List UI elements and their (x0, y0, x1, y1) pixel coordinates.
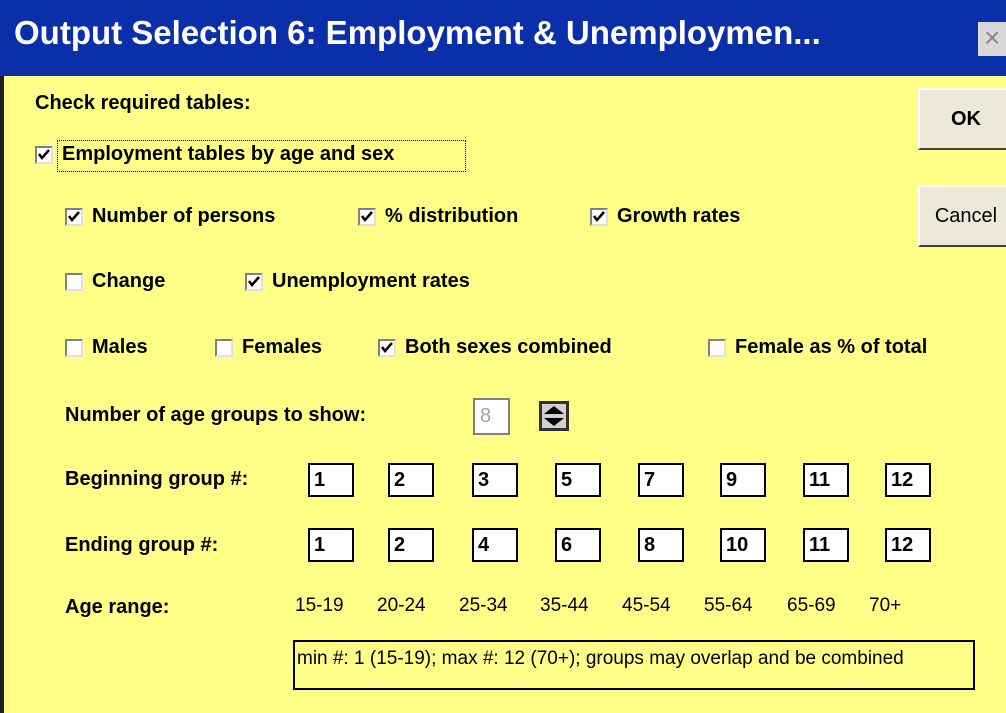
ending-input[interactable]: 10 (720, 528, 766, 562)
title: Output Selection 6: Employment & Unemplo… (14, 14, 821, 51)
check-mark (381, 342, 393, 353)
age-range: 15-19 (295, 595, 344, 616)
checkbox[interactable] (358, 208, 376, 226)
close-button[interactable]: × (978, 22, 1006, 56)
check-mark (361, 211, 373, 222)
beginning-input[interactable]: 7 (638, 463, 684, 497)
checkbox-label: Employment tables by age and sex (62, 143, 395, 165)
checkbox[interactable] (708, 339, 726, 357)
spinner[interactable] (538, 400, 570, 432)
beginning-input[interactable]: 3 (472, 463, 518, 497)
check-mark (68, 211, 80, 222)
ending-input[interactable]: 4 (472, 528, 518, 562)
checkbox-label: Female as % of total (735, 336, 928, 358)
checkbox[interactable] (35, 146, 53, 164)
focus-rect (57, 140, 466, 172)
checkbox[interactable] (215, 339, 233, 357)
ending-label: Ending group #: (65, 534, 219, 556)
checkbox-label: Change (92, 270, 166, 292)
age-range: 35-44 (540, 595, 589, 616)
beginning-input[interactable]: 1 (308, 463, 354, 497)
ending-input[interactable]: 8 (638, 528, 684, 562)
age-range: 25-34 (459, 595, 508, 616)
cancel-button[interactable]: Cancel (918, 185, 1006, 247)
check-mark (248, 276, 260, 287)
checkbox[interactable] (65, 208, 83, 226)
note: min #: 1 (15-19); max #: 12 (70+); group… (293, 640, 975, 690)
ok-button[interactable]: OK (918, 88, 1006, 150)
ending-input[interactable]: 12 (885, 528, 931, 562)
beginning-label: Beginning group #: (65, 468, 249, 490)
age-range: 65-69 (787, 595, 836, 616)
age-range: 20-24 (377, 595, 426, 616)
age-range-label: Age range: (65, 596, 170, 618)
title-bar (0, 0, 1006, 76)
checkbox-label: Growth rates (617, 205, 741, 227)
beginning-input[interactable]: 9 (720, 463, 766, 497)
checkbox-label: Both sexes combined (405, 336, 612, 358)
ending-input[interactable]: 2 (388, 528, 434, 562)
checkbox[interactable] (378, 339, 396, 357)
instruction: Check required tables: (35, 92, 251, 114)
beginning-input[interactable]: 2 (388, 463, 434, 497)
age-groups-input[interactable]: 8 (473, 398, 510, 435)
ending-input[interactable]: 1 (308, 528, 354, 562)
age-range: 70+ (869, 595, 902, 616)
checkbox-label: Males (92, 336, 148, 358)
checkbox-label: Number of persons (92, 205, 276, 227)
ending-input[interactable]: 6 (555, 528, 601, 562)
beginning-input[interactable]: 12 (885, 463, 931, 497)
age-range: 45-54 (622, 595, 671, 616)
beginning-input[interactable]: 5 (555, 463, 601, 497)
left-border (0, 76, 4, 713)
checkbox[interactable] (245, 273, 263, 291)
checkbox[interactable] (65, 339, 83, 357)
checkbox[interactable] (590, 208, 608, 226)
check-mark (593, 211, 605, 222)
ending-input[interactable]: 11 (803, 528, 849, 562)
checkbox-label: Unemployment rates (272, 270, 470, 292)
age-range: 55-64 (704, 595, 753, 616)
check-mark (38, 149, 50, 160)
checkbox-label: Females (242, 336, 323, 358)
age-groups-label: Number of age groups to show: (65, 404, 367, 426)
beginning-input[interactable]: 11 (803, 463, 849, 497)
checkbox-label: % distribution (385, 205, 519, 227)
checkbox[interactable] (65, 273, 83, 291)
